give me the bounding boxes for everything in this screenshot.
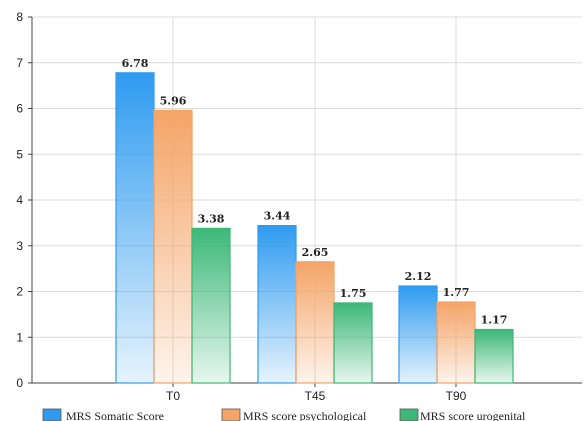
data-label: 2.12 <box>405 270 432 283</box>
bar-psychological-t45 <box>295 261 335 384</box>
x-tick-label: T45 <box>305 389 326 403</box>
y-tick-label: 4 <box>16 193 23 207</box>
data-label: 1.17 <box>481 313 508 326</box>
data-label: 5.96 <box>160 94 187 107</box>
bar-psychological-t90 <box>436 301 476 384</box>
bar-psychological-t0 <box>153 109 193 384</box>
bar-somatic-t45 <box>257 225 297 384</box>
bar-urogenital-t0 <box>191 227 231 384</box>
data-label: 6.78 <box>122 57 149 70</box>
bar-urogenital-t45 <box>333 302 373 384</box>
data-label: 1.75 <box>340 287 367 300</box>
legend: MRS Somatic Score MRS score psychological… <box>42 408 526 421</box>
legend-label: MRS score psychological <box>243 409 367 421</box>
data-label: 1.77 <box>443 286 470 299</box>
x-tick-label: T90 <box>446 389 467 403</box>
y-tick-label: 5 <box>16 147 23 161</box>
data-label: 2.65 <box>302 246 329 259</box>
data-label: 3.38 <box>198 212 225 225</box>
legend-label: MRS score urogenital <box>420 409 526 421</box>
bar-somatic-t0 <box>115 72 155 384</box>
data-labels: 6.78 5.96 3.38 3.44 2.65 1.75 2.12 1.77 1.17 <box>122 57 508 327</box>
bars <box>115 72 514 384</box>
legend-swatch <box>42 408 62 421</box>
legend-label: MRS Somatic Score <box>66 409 164 421</box>
y-tick-label: 7 <box>16 56 23 70</box>
y-tick-label: 8 <box>16 10 23 24</box>
y-tick-label: 0 <box>16 376 23 390</box>
bar-urogenital-t90 <box>474 328 514 384</box>
legend-swatch <box>221 408 241 421</box>
y-tick-label: 6 <box>16 102 23 116</box>
legend-swatch <box>399 408 419 421</box>
y-tick-label: 3 <box>16 239 23 253</box>
y-tick-label: 2 <box>16 285 23 299</box>
bar-somatic-t90 <box>398 285 438 384</box>
y-tick-label: 1 <box>16 330 23 344</box>
x-tick-label: T0 <box>166 389 180 403</box>
data-label: 3.44 <box>264 210 291 223</box>
